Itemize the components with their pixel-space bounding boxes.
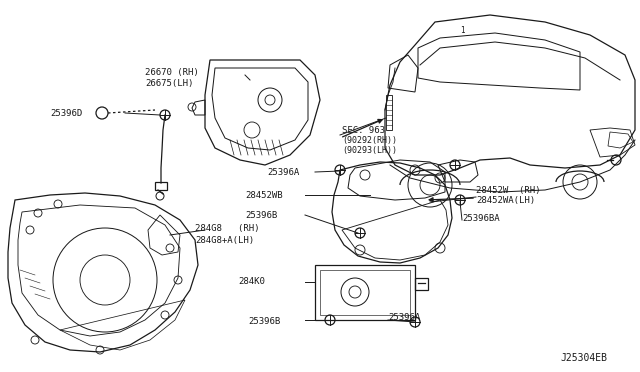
Text: 25396D: 25396D — [50, 109, 83, 118]
Text: 284G8+A(LH): 284G8+A(LH) — [195, 235, 254, 244]
Text: 25396A: 25396A — [388, 314, 420, 323]
Text: 25396BA: 25396BA — [462, 214, 500, 222]
Text: 25396B: 25396B — [248, 317, 280, 327]
Text: J25304EB: J25304EB — [560, 353, 607, 363]
Text: (90293(LH)): (90293(LH)) — [342, 145, 397, 154]
Text: 26670 (RH): 26670 (RH) — [145, 67, 199, 77]
Text: 284K0: 284K0 — [238, 278, 265, 286]
Text: 25396B: 25396B — [245, 211, 277, 219]
Text: 26675(LH): 26675(LH) — [145, 78, 193, 87]
Text: 28452WA(LH): 28452WA(LH) — [476, 196, 535, 205]
Text: SEC. 963: SEC. 963 — [342, 125, 385, 135]
Text: (90292(RH)): (90292(RH)) — [342, 135, 397, 144]
Text: 1: 1 — [460, 26, 465, 35]
Text: 25396A: 25396A — [267, 167, 300, 176]
Text: 28452WB: 28452WB — [245, 190, 283, 199]
Text: 284G8   (RH): 284G8 (RH) — [195, 224, 259, 232]
Text: 28452W  (RH): 28452W (RH) — [476, 186, 541, 195]
